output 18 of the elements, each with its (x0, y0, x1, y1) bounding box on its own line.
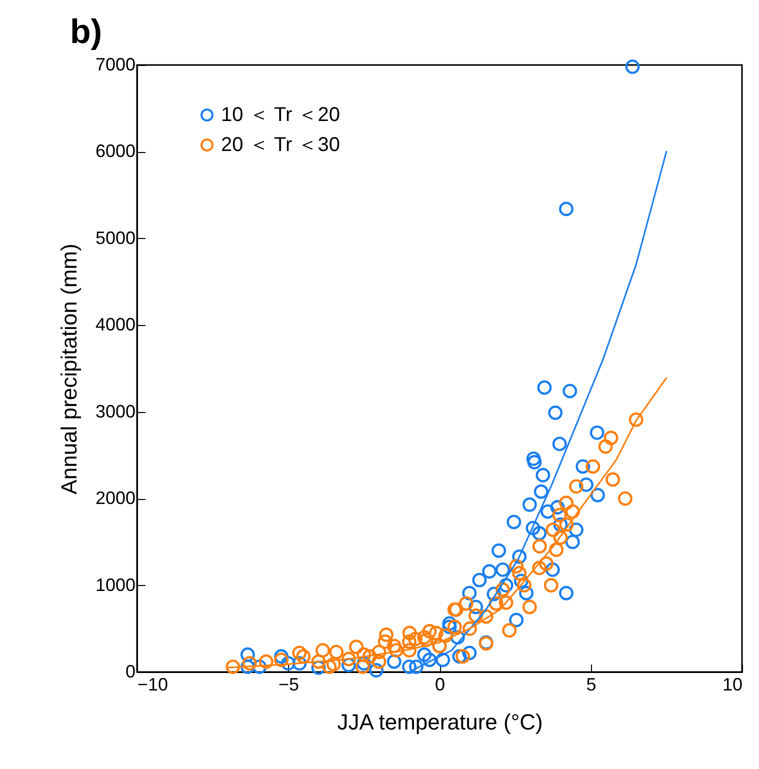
legend-label: 10 ＜ Tr ＜20 (221, 104, 340, 126)
y-tick-label: 1000 (95, 574, 136, 595)
x-axis-title: JJA temperature (°C) (337, 710, 543, 734)
x-tick-label: 10 (722, 674, 742, 694)
x-tick-label: 0 (434, 674, 446, 694)
y-tick-label: 3000 (95, 401, 136, 422)
y-tick-label: 4000 (95, 314, 136, 335)
chart-title: b) (70, 13, 102, 51)
x-tick-label: 5 (586, 674, 596, 694)
x-tick-label: −5 (278, 674, 300, 694)
y-tick-label: 5000 (95, 228, 136, 248)
y-axis-title: Annual precipitation (mm) (56, 244, 82, 494)
y-tick-label: 7000 (95, 54, 136, 74)
legend-label: 20 ＜ Tr ＜30 (221, 134, 340, 156)
y-tick-label: 2000 (95, 488, 136, 508)
y-tick-label: 6000 (95, 141, 136, 162)
y-tick-label: 0 (125, 662, 136, 682)
x-tick-label: −10 (138, 674, 168, 694)
